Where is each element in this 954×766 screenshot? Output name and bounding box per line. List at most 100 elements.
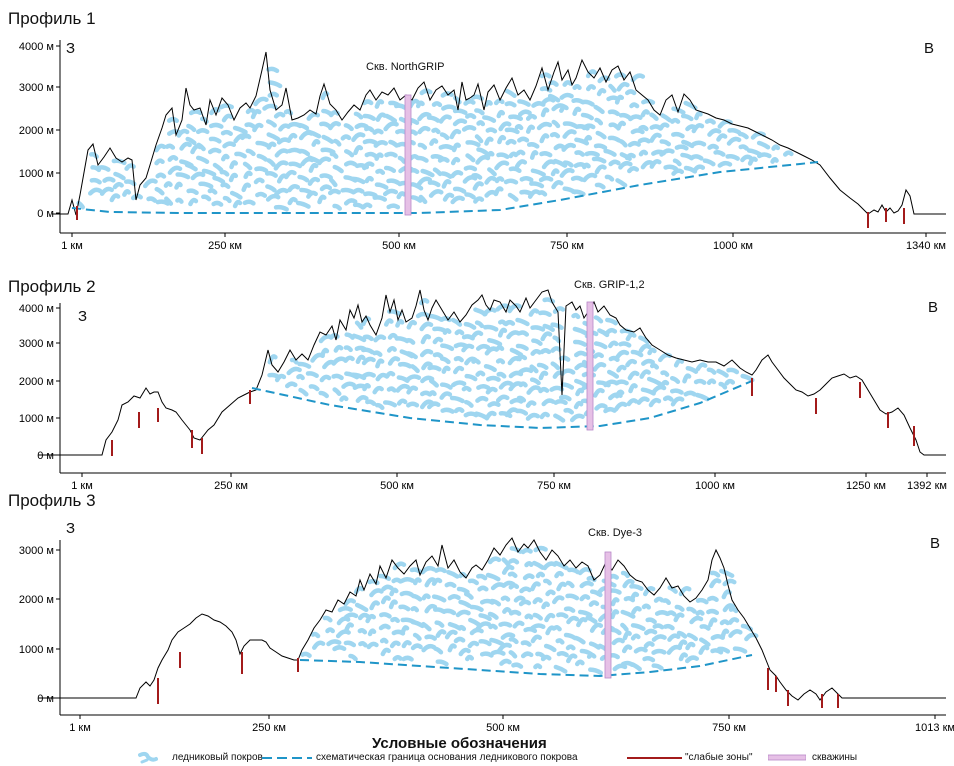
ice-texture-mark <box>698 637 711 647</box>
ice-texture-mark <box>782 150 794 157</box>
ice-texture-mark <box>515 317 530 327</box>
ice-texture-mark <box>530 325 546 332</box>
ice-texture-mark <box>333 344 344 353</box>
ice-texture-mark <box>630 633 641 641</box>
ice-texture-mark <box>188 197 199 207</box>
ice-texture-mark <box>473 196 485 204</box>
ice-texture-mark <box>287 196 298 206</box>
ice-texture-mark <box>504 88 517 98</box>
y-tick-label: 2000 м <box>19 594 54 606</box>
ice-texture-mark <box>574 659 585 667</box>
ice-texture-mark <box>694 111 703 121</box>
ice-texture-mark <box>97 165 111 172</box>
ice-texture-mark <box>267 354 278 365</box>
ice-texture-mark <box>605 317 618 326</box>
east-label: В <box>930 535 941 552</box>
ice-texture-mark <box>540 107 550 118</box>
ice-base-line <box>251 380 753 430</box>
ice-texture-mark <box>487 167 497 177</box>
ice-texture-mark <box>185 136 197 146</box>
ice-texture-mark <box>531 101 546 108</box>
ice-texture-mark <box>245 107 256 115</box>
ice-texture-mark <box>671 168 685 176</box>
ice-texture-mark <box>608 159 621 167</box>
ice-texture-mark <box>673 612 685 623</box>
ice-texture-mark <box>651 634 667 642</box>
ice-texture-mark <box>518 330 530 337</box>
ice-texture-mark <box>577 567 592 576</box>
ice-texture-mark <box>645 617 657 625</box>
ice-texture-mark <box>580 112 594 121</box>
ice-texture-mark <box>329 151 339 159</box>
ice-texture-mark <box>288 132 298 141</box>
ice-texture-mark <box>706 608 720 616</box>
ice-texture-mark <box>362 99 374 106</box>
x-tick-label: 1392 км <box>907 480 947 492</box>
ice-texture-mark <box>395 319 405 328</box>
ice-texture-mark <box>396 191 407 200</box>
ice-texture-mark <box>447 643 457 653</box>
ice-texture-mark <box>439 382 453 390</box>
ice-texture-mark <box>465 113 477 120</box>
ice-texture-mark <box>539 86 553 93</box>
ice-texture-mark <box>442 328 452 335</box>
ice-texture-mark <box>547 93 561 103</box>
ice-texture-mark <box>474 108 485 116</box>
ice-texture-mark <box>462 175 478 184</box>
ice-texture-mark <box>298 387 309 397</box>
ice-texture-mark <box>685 641 696 651</box>
ice-texture-mark <box>439 391 453 400</box>
ice-texture-mark <box>716 646 731 654</box>
ice-texture-mark <box>708 617 718 628</box>
profile-1: 4000 м 3000 м 2000 м 1000 м 0 м 1 км 250 км 50… <box>0 0 954 255</box>
ice-texture-mark <box>746 148 762 157</box>
ice-texture-mark <box>207 188 218 195</box>
ice-texture-mark <box>361 316 372 327</box>
ice-texture-mark <box>476 120 486 127</box>
ice-texture-mark <box>369 600 381 611</box>
ice-texture-mark <box>438 114 452 124</box>
ice-texture-mark <box>163 181 173 188</box>
ice-texture-mark <box>690 154 704 161</box>
ice-texture-mark <box>680 113 694 122</box>
ice-texture-mark <box>559 104 569 113</box>
ice-texture-mark <box>671 131 685 139</box>
ice-texture-mark <box>485 150 495 159</box>
x-tick-label: 1 км <box>69 722 91 734</box>
ice-texture-mark <box>559 167 575 178</box>
ice-texture-mark <box>450 317 463 327</box>
ice-texture-mark <box>300 651 312 658</box>
ice-texture-mark <box>603 406 617 414</box>
ice-texture-mark <box>375 168 386 175</box>
ice-texture-mark <box>452 186 467 194</box>
ice-texture-mark <box>695 362 708 372</box>
ice-texture-mark <box>274 187 289 197</box>
ice-texture-mark <box>211 200 224 207</box>
ice-texture-mark <box>709 570 721 578</box>
ice-texture-mark <box>732 646 748 654</box>
ice-texture-mark <box>572 106 582 116</box>
ice-texture-mark <box>551 180 564 190</box>
ice-texture-mark <box>472 181 484 191</box>
ice-texture-mark <box>327 188 341 196</box>
ice-sheet-fill <box>76 66 794 212</box>
ice-texture-mark <box>184 162 198 172</box>
ice-texture-mark <box>419 399 434 410</box>
ice-texture-mark <box>419 88 433 96</box>
ice-texture-mark <box>438 144 454 151</box>
ice-texture-mark <box>593 104 605 115</box>
ice-texture-mark <box>616 364 627 373</box>
ice-texture-mark <box>386 346 397 353</box>
ice-texture-mark <box>706 367 717 375</box>
ice-texture-mark <box>508 609 522 616</box>
ice-texture-mark <box>284 169 297 180</box>
ice-texture-mark <box>530 168 546 177</box>
ice-texture-mark <box>641 358 655 366</box>
ice-texture-mark <box>477 585 489 592</box>
ice-texture-mark <box>391 577 403 584</box>
ice-texture-mark <box>420 334 432 345</box>
east-label: В <box>928 299 939 316</box>
ice-texture-mark <box>620 570 630 579</box>
ice-texture-mark <box>616 81 630 92</box>
ice-texture-mark <box>686 606 697 614</box>
